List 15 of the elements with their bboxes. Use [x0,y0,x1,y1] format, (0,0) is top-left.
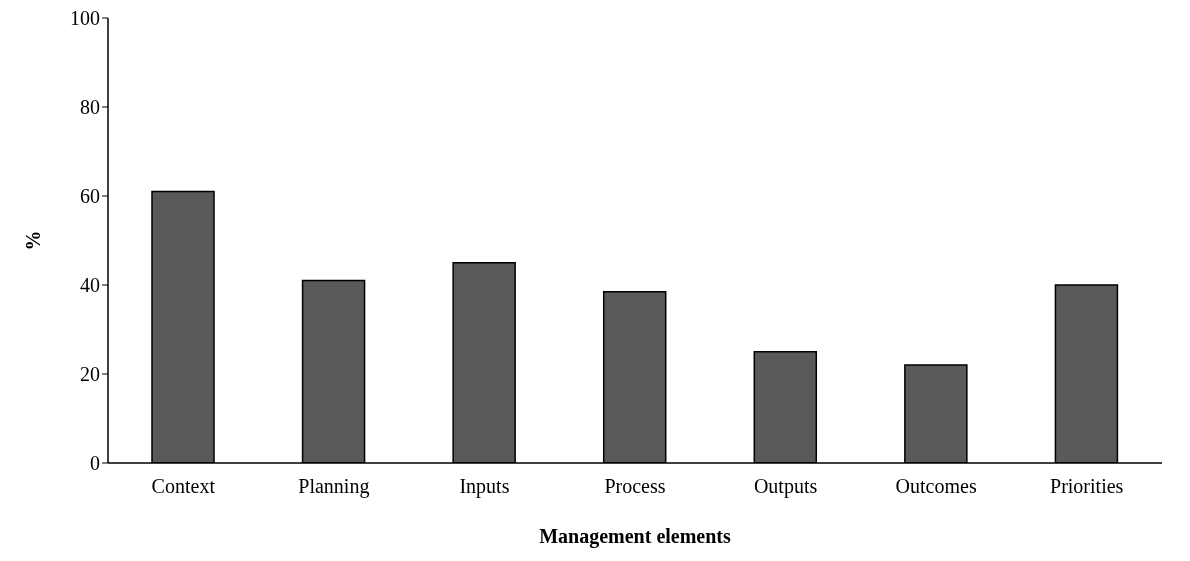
y-tick-label: 40 [80,274,100,297]
x-tick-label: Outputs [753,475,818,499]
x-tick-label: Process [604,475,666,498]
x-tick-label: Inputs [459,475,510,499]
y-tick-label: 0 [90,452,100,475]
y-tick-label: 60 [80,185,100,208]
y-tick-label: 20 [80,363,100,386]
y-axis-title: % [22,230,45,251]
x-axis-title: Management elements [539,525,732,548]
x-tick-label: Context [151,475,216,498]
y-tick-label: 80 [80,96,100,119]
x-tick-label: Priorities [1050,475,1124,498]
x-tick-label: Outcomes [895,475,977,498]
x-tick-label: Planning [298,475,370,499]
y-tick-label: 100 [70,7,100,30]
